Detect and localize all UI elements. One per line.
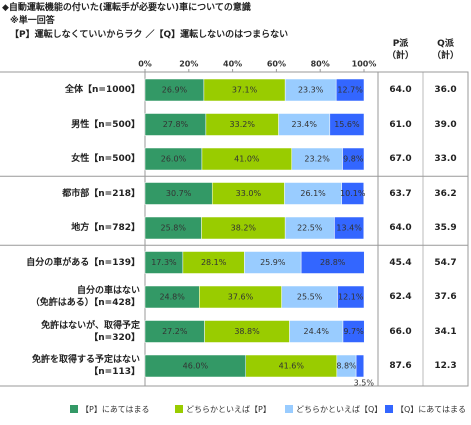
data-label: 23.3% xyxy=(298,86,324,95)
q-value: 54.7 xyxy=(434,257,457,268)
data-label: 22.5% xyxy=(297,224,323,233)
data-label: 28.1% xyxy=(201,258,227,267)
data-label: 17.3% xyxy=(151,258,177,267)
column-header: Q派 （計） xyxy=(431,39,459,61)
data-label: 27.2% xyxy=(162,327,188,336)
data-label: 26.0% xyxy=(161,155,187,164)
p-value: 66.0 xyxy=(389,326,412,337)
data-label: 37.6% xyxy=(228,293,254,302)
data-label: 13.4% xyxy=(336,224,362,233)
data-label: 23.4% xyxy=(292,120,318,129)
category-label: 免許を取得する予定はない 【n=113】 xyxy=(31,355,140,377)
data-label: 41.0% xyxy=(234,155,260,164)
q-value: 36.0 xyxy=(434,85,457,95)
bar-segment xyxy=(337,285,365,309)
data-label: 9.8% xyxy=(343,155,364,164)
p-value: 64.0 xyxy=(389,85,412,95)
category-label: 自分の車はない （免許はある）【n=428】 xyxy=(30,286,140,308)
column-header: P派 （計） xyxy=(386,39,414,61)
p-value: 45.4 xyxy=(389,257,412,268)
q-value: 37.6 xyxy=(434,292,457,302)
x-tick-label: 80% xyxy=(311,60,330,69)
category-label: 地方【n=782】 xyxy=(71,223,140,233)
p-value: 62.4 xyxy=(389,292,412,302)
data-label: 24.8% xyxy=(159,293,185,302)
data-label: 9.7% xyxy=(343,327,364,336)
category-label: 自分の車がある【n=139】 xyxy=(26,257,140,268)
data-label: 25.8% xyxy=(161,224,187,233)
p-value: 87.6 xyxy=(389,361,412,371)
q-value: 36.2 xyxy=(434,188,457,199)
bar-segment xyxy=(342,147,365,171)
data-label: 25.9% xyxy=(260,258,286,267)
data-label: 37.1% xyxy=(232,86,258,95)
bar-segment xyxy=(342,320,365,343)
data-label: 28.8% xyxy=(320,258,346,267)
legend-label: 【P】にあてはまる xyxy=(81,405,150,414)
data-label: 38.2% xyxy=(231,224,257,233)
legend-swatch xyxy=(285,405,293,413)
x-tick-label: 60% xyxy=(267,60,286,69)
data-label: 12.7% xyxy=(337,86,363,95)
subtitle: ※単一回答 xyxy=(10,16,55,26)
legend-label: 【Q】にあてはまる xyxy=(396,405,466,414)
data-label: 3.5% xyxy=(354,379,375,388)
legend-label: どちらかといえば【Q】 xyxy=(296,405,382,414)
data-label: 25.5% xyxy=(297,293,323,302)
data-label: 30.7% xyxy=(166,189,192,198)
q-value: 34.1 xyxy=(434,326,457,337)
data-label: 23.2% xyxy=(304,155,330,164)
x-tick-label: 40% xyxy=(223,60,242,69)
p-value: 64.0 xyxy=(389,223,412,233)
bar-segment xyxy=(355,354,365,378)
data-label: 41.6% xyxy=(279,362,305,371)
legend-swatch xyxy=(70,405,78,413)
x-tick-label: 20% xyxy=(179,60,198,69)
data-label: 46.0% xyxy=(183,362,209,371)
chart-title: ◆自動運転機能の付いた(運転手が必要ない)車についての意識 xyxy=(2,3,251,13)
q-value: 33.0 xyxy=(434,154,457,164)
question: 【P】運転しなくていいからラク ／【Q】運転しないのはつまらない xyxy=(10,30,289,40)
bar-segment xyxy=(334,216,365,240)
category-label: 女性【n=500】 xyxy=(71,154,140,164)
bar-segment xyxy=(335,78,365,102)
data-label: 26.1% xyxy=(300,189,326,198)
q-value: 12.3 xyxy=(434,361,457,371)
data-label: 26.9% xyxy=(162,86,188,95)
data-label: 27.8% xyxy=(163,120,189,129)
data-label: 15.6% xyxy=(334,120,360,129)
bar-segment xyxy=(341,182,365,205)
category-label: 都市部【n=218】 xyxy=(62,188,140,199)
q-value: 39.0 xyxy=(434,119,457,130)
legend-swatch xyxy=(175,405,183,413)
p-value: 63.7 xyxy=(389,188,412,199)
x-tick-label: 0% xyxy=(138,60,152,69)
bar-segment xyxy=(329,113,365,136)
data-label: 33.0% xyxy=(236,189,262,198)
category-label: 全体【n=1000】 xyxy=(65,85,140,95)
bar-segment xyxy=(300,251,365,274)
category-label: 免許はないが、取得予定 【n=320】 xyxy=(41,320,140,343)
data-label: 8.8% xyxy=(336,362,357,371)
data-label: 12.1% xyxy=(338,293,364,302)
p-value: 61.0 xyxy=(389,119,412,130)
legend-label: どちらかといえば【P】 xyxy=(186,405,271,414)
data-label: 24.4% xyxy=(304,327,330,336)
category-label: 男性【n=500】 xyxy=(71,119,140,130)
legend-swatch xyxy=(385,405,393,413)
data-label: 10.1% xyxy=(340,189,366,198)
p-value: 67.0 xyxy=(389,154,412,164)
q-value: 35.9 xyxy=(434,223,457,233)
x-tick-label: 100% xyxy=(352,60,377,69)
data-label: 33.2% xyxy=(230,120,256,129)
data-label: 38.8% xyxy=(234,327,260,336)
